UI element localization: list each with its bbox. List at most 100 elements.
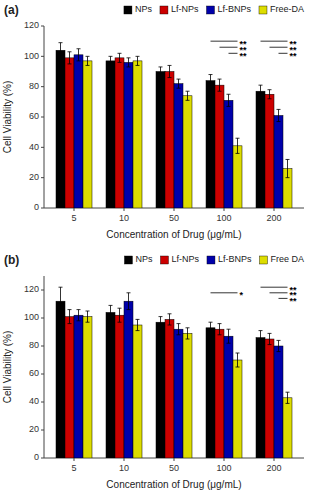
bar: [224, 100, 233, 208]
error-bar: [218, 324, 222, 335]
bar: [283, 398, 292, 458]
bar: [233, 360, 242, 458]
error-bar: [277, 340, 281, 351]
error-bar: [168, 65, 172, 77]
error-bar: [168, 314, 172, 325]
error-bar: [86, 56, 90, 65]
x-tick-label: 200: [266, 213, 281, 223]
bar: [115, 315, 124, 458]
legend-label: NPs: [135, 4, 153, 14]
y-tick-label: 60: [29, 111, 39, 121]
error-bar: [177, 79, 181, 88]
bar: [174, 329, 183, 458]
bar: [106, 312, 115, 458]
bar: [115, 58, 124, 208]
error-bar: [109, 56, 113, 65]
error-bar: [177, 324, 181, 335]
bar: [65, 317, 74, 458]
y-tick: [41, 402, 44, 403]
panel-title: (b): [4, 253, 19, 267]
bar: [156, 322, 165, 458]
significance-line: [270, 47, 288, 48]
y-tick-label: 0: [34, 452, 39, 462]
significance-line: [270, 292, 288, 293]
bar: [74, 315, 83, 458]
error-bar: [159, 67, 163, 76]
y-axis-label: Cell Viability (%): [2, 81, 13, 154]
bar: [56, 301, 65, 458]
legend: NPs Lf-NPs Lf-BNPs Free-DA: [124, 4, 304, 14]
plot-area: [56, 41, 292, 208]
x-tick-label: 50: [169, 463, 179, 473]
error-bar: [77, 310, 81, 321]
y-tick-label: 80: [29, 340, 39, 350]
legend-label: Lf-BNPs: [217, 4, 251, 14]
y-tick-label: 100: [24, 312, 39, 322]
y-tick: [41, 374, 44, 375]
significance-text: **: [290, 51, 298, 61]
x-tick-label: 5: [71, 463, 76, 473]
x-tick: [74, 458, 75, 461]
y-tick-label: 120: [24, 20, 39, 30]
error-bar: [127, 293, 131, 310]
error-bar: [109, 305, 113, 319]
bar: [165, 319, 174, 458]
significance-text: **: [290, 296, 298, 306]
legend-label: Free DA: [270, 254, 304, 264]
bar: [224, 336, 233, 458]
legend-label: Lf-NPs: [171, 4, 199, 14]
significance-line: [279, 298, 288, 299]
y-tick: [41, 177, 44, 178]
x-tick-label: 100: [216, 213, 231, 223]
y-tick-label: 100: [24, 51, 39, 61]
error-bar: [259, 331, 263, 345]
legend-swatch: [259, 256, 267, 264]
x-tick: [124, 458, 125, 461]
x-tick: [174, 458, 175, 461]
y-tick: [41, 430, 44, 431]
x-tick: [224, 208, 225, 211]
legend-swatch: [206, 6, 214, 14]
error-bar: [118, 308, 122, 322]
x-tick: [124, 208, 125, 211]
significance-line: [261, 287, 288, 288]
x-tick-label: 10: [119, 463, 129, 473]
significance-line: [261, 41, 288, 42]
bar: [215, 329, 224, 458]
bar: [265, 94, 274, 208]
bar: [233, 146, 242, 208]
legend-label: Free-DA: [270, 4, 304, 14]
y-axis-label: Cell Viability (%): [2, 331, 13, 404]
bar: [183, 96, 192, 208]
y-tick: [41, 290, 44, 291]
y-tick-label: 60: [29, 368, 39, 378]
y-tick: [41, 86, 44, 87]
y-tick: [41, 208, 44, 209]
y-tick-label: 0: [34, 202, 39, 212]
legend-swatch: [160, 6, 168, 14]
bar: [165, 72, 174, 209]
bar: [124, 301, 133, 458]
bar: [215, 85, 224, 208]
figure: (a)02040608010012051050100200Cell Viabil…: [0, 0, 318, 500]
significance-line: [229, 53, 238, 54]
error-bar: [236, 138, 240, 153]
x-axis-label: Concentration of Drug (μg/mL): [106, 479, 241, 490]
x-tick-label: 100: [216, 463, 231, 473]
y-tick: [41, 318, 44, 319]
bar: [74, 55, 83, 208]
significance-line: [211, 41, 238, 42]
error-bar: [127, 58, 131, 67]
panel: (b)02040608010012051050100200Cell Viabil…: [2, 253, 304, 490]
error-bar: [68, 310, 72, 324]
bar: [274, 115, 283, 208]
bar: [183, 333, 192, 458]
legend-label: Lf-NPs: [171, 254, 199, 264]
significance-text: **: [240, 51, 248, 61]
x-tick-label: 200: [266, 463, 281, 473]
x-tick-label: 5: [71, 213, 76, 223]
error-bar: [159, 317, 163, 328]
x-tick: [74, 208, 75, 211]
bar: [133, 61, 142, 208]
x-tick: [174, 208, 175, 211]
